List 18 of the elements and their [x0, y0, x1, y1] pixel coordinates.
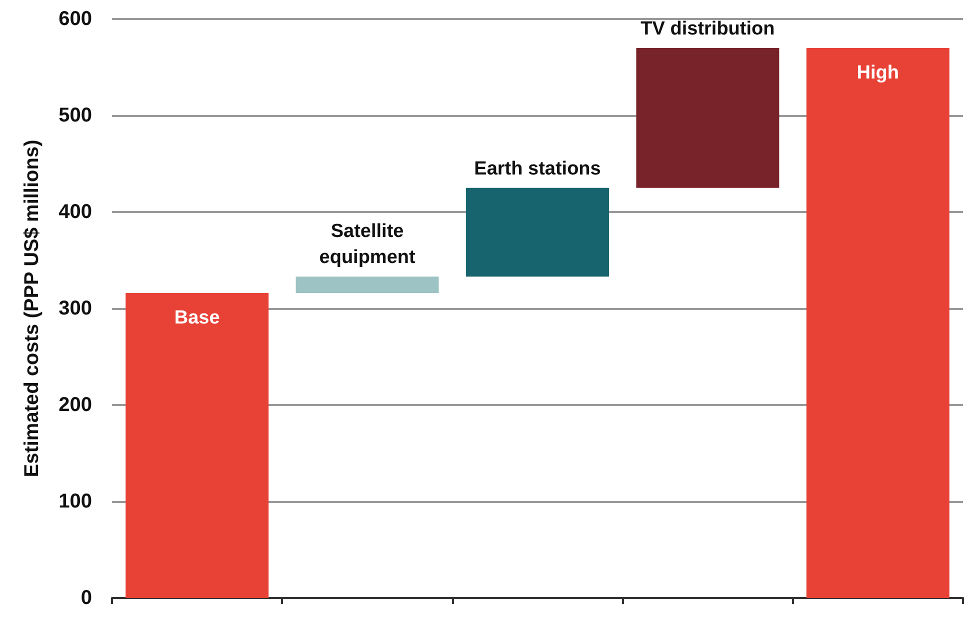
bar — [126, 293, 269, 598]
y-tick-label: 400 — [58, 201, 92, 223]
x-tick-label: High — [856, 62, 900, 84]
y-tick-label: 300 — [58, 298, 92, 320]
y-tick-label: 100 — [58, 490, 92, 512]
y-tick-label: 200 — [58, 394, 92, 416]
y-tick-label: 600 — [58, 8, 92, 30]
bar — [636, 48, 780, 188]
bar — [296, 276, 439, 294]
bar — [806, 48, 950, 598]
y-axis-title: Estimated costs (PPP US$ millions) — [21, 140, 43, 478]
y-tick-label: 500 — [58, 104, 92, 126]
x-tick-label: Earth stations — [474, 158, 601, 180]
x-tick-label: Satellite equipment — [319, 221, 416, 268]
y-tick-label: 0 — [80, 587, 92, 609]
x-tick-label: TV distribution — [640, 18, 775, 40]
x-tick-label: Base — [174, 308, 220, 329]
bar — [466, 188, 609, 277]
